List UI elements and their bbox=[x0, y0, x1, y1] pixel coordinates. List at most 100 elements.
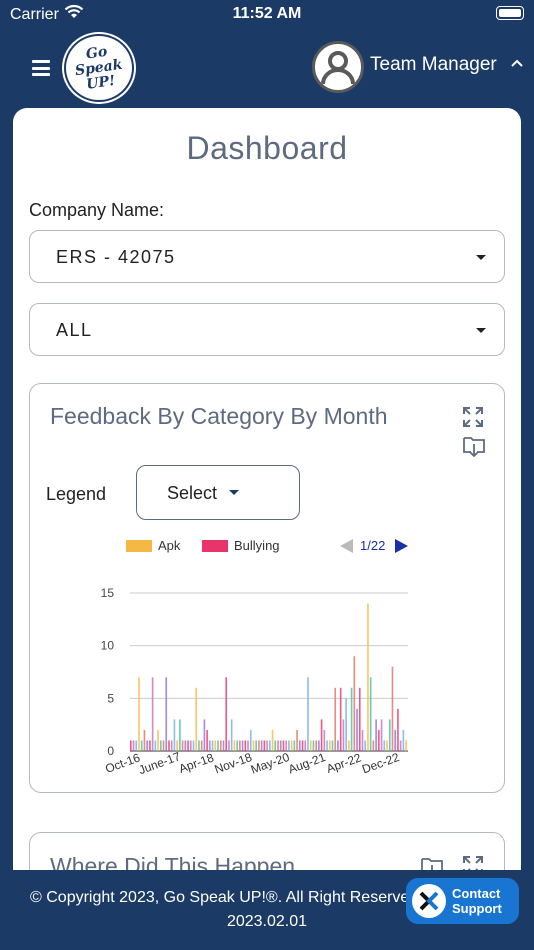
caret-down-icon bbox=[476, 328, 486, 333]
chart-title: Feedback By Category By Month bbox=[50, 403, 388, 429]
bar bbox=[348, 740, 350, 751]
bar bbox=[198, 740, 200, 751]
bar bbox=[170, 740, 173, 751]
bar bbox=[369, 677, 372, 751]
battery-icon bbox=[496, 6, 524, 20]
bar bbox=[230, 719, 233, 751]
expand-icon[interactable] bbox=[462, 855, 484, 870]
x-tick-label: Aug-21 bbox=[286, 750, 327, 777]
bar bbox=[149, 740, 151, 751]
legend-swatch-bullying bbox=[202, 540, 228, 552]
bar bbox=[151, 677, 154, 751]
legend-entry-apk: Apk bbox=[158, 538, 181, 553]
bar bbox=[239, 740, 241, 751]
legend-select[interactable]: Select bbox=[136, 465, 300, 520]
bar bbox=[255, 740, 258, 751]
location-chart-title: Where Did This Happen bbox=[50, 853, 296, 870]
bar bbox=[200, 740, 203, 751]
bar bbox=[225, 677, 228, 751]
bar bbox=[206, 729, 208, 751]
bar bbox=[146, 740, 148, 751]
bar bbox=[159, 740, 162, 751]
bar bbox=[162, 740, 165, 751]
app-header: Go Speak UP! Team Manager bbox=[0, 30, 534, 108]
caret-down-icon bbox=[476, 255, 486, 260]
feedback-chart-card: Feedback By Category By Month Legend Sel… bbox=[29, 383, 505, 793]
bar bbox=[211, 740, 214, 751]
y-tick-label: 10 bbox=[101, 639, 115, 653]
bar bbox=[233, 740, 236, 751]
x-tick-label: May-20 bbox=[249, 750, 292, 777]
bar bbox=[372, 740, 375, 751]
bar bbox=[358, 687, 361, 751]
bar bbox=[356, 708, 358, 751]
bar bbox=[364, 740, 367, 751]
x-tick-label: Apr-18 bbox=[177, 750, 216, 776]
download-icon[interactable] bbox=[420, 855, 444, 870]
bar bbox=[236, 740, 238, 751]
bar bbox=[301, 740, 304, 751]
bar bbox=[309, 740, 312, 751]
company-select-value: ERS - 42075 bbox=[56, 247, 176, 267]
filter-select[interactable]: ALL bbox=[29, 303, 505, 356]
hamburger-menu-icon[interactable] bbox=[32, 60, 50, 76]
bar bbox=[203, 719, 206, 751]
page-title: Dashboard bbox=[186, 130, 348, 166]
go-speak-up-logo[interactable]: Go Speak UP! bbox=[64, 34, 134, 102]
bar bbox=[249, 729, 252, 751]
bar bbox=[397, 708, 399, 751]
chevron-up-icon[interactable] bbox=[510, 58, 524, 68]
bar bbox=[375, 719, 377, 751]
copyright-text: © Copyright 2023, Go Speak UP!®. All Rig… bbox=[30, 889, 410, 906]
bar bbox=[263, 740, 266, 751]
bar bbox=[323, 729, 326, 751]
bar bbox=[244, 740, 247, 751]
user-avatar-icon[interactable] bbox=[312, 41, 364, 93]
bar bbox=[209, 740, 211, 751]
bar bbox=[247, 740, 249, 751]
bar bbox=[140, 740, 143, 751]
bar bbox=[130, 740, 132, 751]
bar bbox=[380, 719, 383, 751]
bar bbox=[269, 740, 271, 751]
bar bbox=[187, 740, 189, 751]
bar bbox=[173, 719, 176, 751]
bar bbox=[307, 677, 309, 751]
bar bbox=[195, 687, 198, 751]
bar bbox=[181, 740, 184, 751]
expand-icon[interactable] bbox=[462, 406, 484, 428]
y-tick-label: 5 bbox=[107, 691, 114, 705]
bar bbox=[326, 740, 328, 751]
bar bbox=[132, 740, 135, 751]
contact-label-line2: Support bbox=[452, 901, 502, 916]
user-menu-name[interactable]: Team Manager bbox=[370, 54, 497, 75]
bar bbox=[285, 740, 287, 751]
bar bbox=[318, 740, 320, 751]
bar bbox=[217, 740, 219, 751]
bar bbox=[266, 740, 268, 751]
filter-select-value: ALL bbox=[56, 320, 93, 340]
bar bbox=[328, 740, 331, 751]
contact-support-button[interactable]: Contact Support bbox=[406, 878, 519, 924]
company-select[interactable]: ERS - 42075 bbox=[29, 230, 505, 283]
bar bbox=[192, 740, 195, 751]
legend-entry-bullying: Bullying bbox=[234, 538, 280, 553]
bar bbox=[399, 740, 402, 751]
bar bbox=[135, 740, 138, 751]
bar bbox=[386, 740, 388, 751]
bar bbox=[361, 729, 364, 751]
legend-label: Legend bbox=[46, 484, 107, 504]
download-icon[interactable] bbox=[462, 434, 486, 458]
bar bbox=[143, 729, 146, 751]
legend-page-indicator: 1/22 bbox=[360, 538, 385, 553]
location-chart-card: Where Did This Happen bbox=[29, 832, 505, 870]
bar bbox=[258, 740, 260, 751]
wifi-icon bbox=[64, 4, 84, 18]
bar bbox=[274, 740, 277, 751]
bar bbox=[184, 740, 187, 751]
x-tick-label: Dec-22 bbox=[360, 750, 401, 776]
bar bbox=[228, 740, 230, 751]
bar bbox=[154, 740, 157, 751]
bar bbox=[157, 729, 159, 751]
y-tick-label: 15 bbox=[101, 586, 115, 600]
